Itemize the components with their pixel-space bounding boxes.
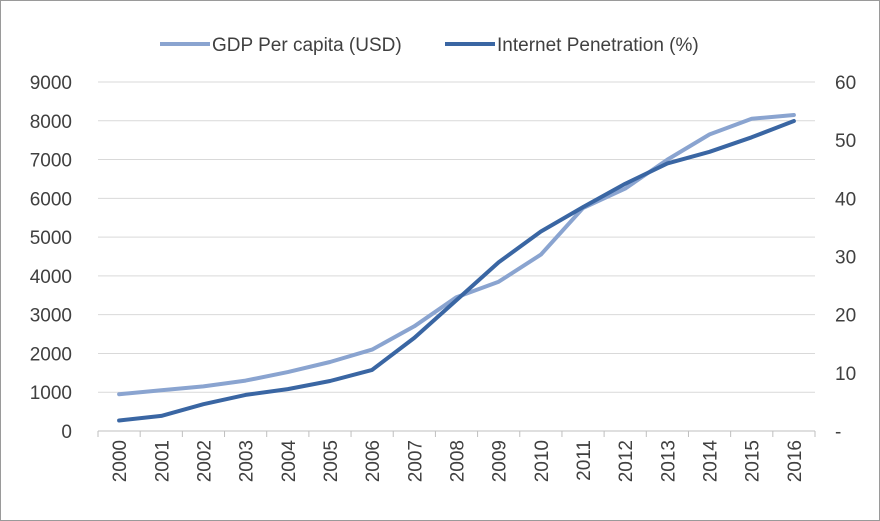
legend-label: Internet Penetration (%) (497, 35, 699, 56)
left-axis-tick-label: 7000 (30, 151, 72, 172)
x-axis-tick-label: 2006 (363, 440, 384, 482)
x-axis-tick-label: 2000 (110, 440, 131, 482)
left-axis-tick-label: 2000 (30, 344, 72, 365)
right-axis-tick-labels: - 10 20 30 40 50 60 (835, 73, 856, 443)
series-line-1 (117, 113, 796, 397)
right-axis-tick-label: 50 (835, 131, 856, 152)
legend: GDP Per capita (USD) Internet Penetration… (160, 35, 699, 56)
x-axis-tick-label: 2005 (321, 440, 342, 482)
x-axis-tick-label: 2008 (448, 440, 469, 482)
x-axis-tick-label: 2012 (616, 440, 637, 482)
x-axis-tick-label: 2007 (405, 440, 426, 482)
x-axis-tick-label: 2013 (658, 440, 679, 482)
left-axis-tick-label: 5000 (30, 228, 72, 249)
x-axis-tick-label: 2004 (279, 440, 300, 483)
legend-label: GDP Per capita (USD) (212, 35, 402, 56)
x-axis-tick-label: 2003 (237, 440, 258, 482)
left-axis-tick-labels: 0 1000 2000 3000 4000 5000 6000 7000 8000 9000 (30, 73, 72, 443)
series-line-2 (117, 119, 796, 423)
axes (97, 430, 816, 437)
right-axis-tick-label: - (835, 422, 841, 443)
x-axis-tick-label: 2014 (701, 440, 722, 483)
left-axis-tick-label: 3000 (30, 306, 72, 327)
left-axis-tick-label: 4000 (30, 267, 72, 288)
right-axis-tick-label: 40 (835, 189, 856, 210)
right-axis-tick-label: 20 (835, 306, 856, 327)
left-axis-tick-label: 9000 (30, 73, 72, 94)
left-axis-tick-label: 1000 (30, 383, 72, 404)
x-axis-tick-label: 2010 (532, 440, 553, 482)
x-axis-tick-label: 2002 (194, 440, 215, 482)
x-axis-tick-label: 2015 (743, 440, 764, 482)
right-axis-tick-label: 30 (835, 248, 856, 269)
x-axis-tick-label: 2016 (785, 440, 806, 482)
left-axis-tick-label: 6000 (30, 189, 72, 210)
plot-area (117, 113, 796, 423)
x-axis-tick-label: 2009 (490, 440, 511, 482)
left-axis-tick-label: 8000 (30, 112, 72, 133)
right-axis-tick-label: 60 (835, 73, 856, 94)
x-axis-tick-label: 2011 (574, 440, 595, 481)
x-axis-tick-labels: 2000 2001 2002 2003 2004 2005 2006 2007 2008 2009… (110, 440, 806, 483)
right-axis-tick-label: 10 (835, 364, 856, 385)
left-axis-tick-label: 0 (61, 422, 72, 443)
gridlines (98, 81, 815, 393)
x-axis-tick-label: 2001 (152, 440, 173, 482)
